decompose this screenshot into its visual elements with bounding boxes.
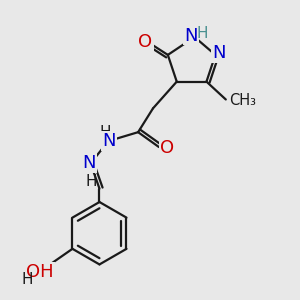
Text: N: N (82, 154, 96, 172)
Text: N: N (102, 132, 116, 150)
Text: CH₃: CH₃ (229, 94, 256, 109)
Text: H: H (22, 272, 33, 287)
Text: O: O (160, 139, 174, 157)
Text: H: H (196, 26, 208, 41)
Text: H: H (100, 125, 111, 140)
Text: H: H (85, 174, 97, 189)
Text: N: N (212, 44, 226, 62)
Text: O: O (139, 32, 153, 50)
Text: OH: OH (26, 263, 54, 281)
Text: N: N (184, 27, 198, 45)
